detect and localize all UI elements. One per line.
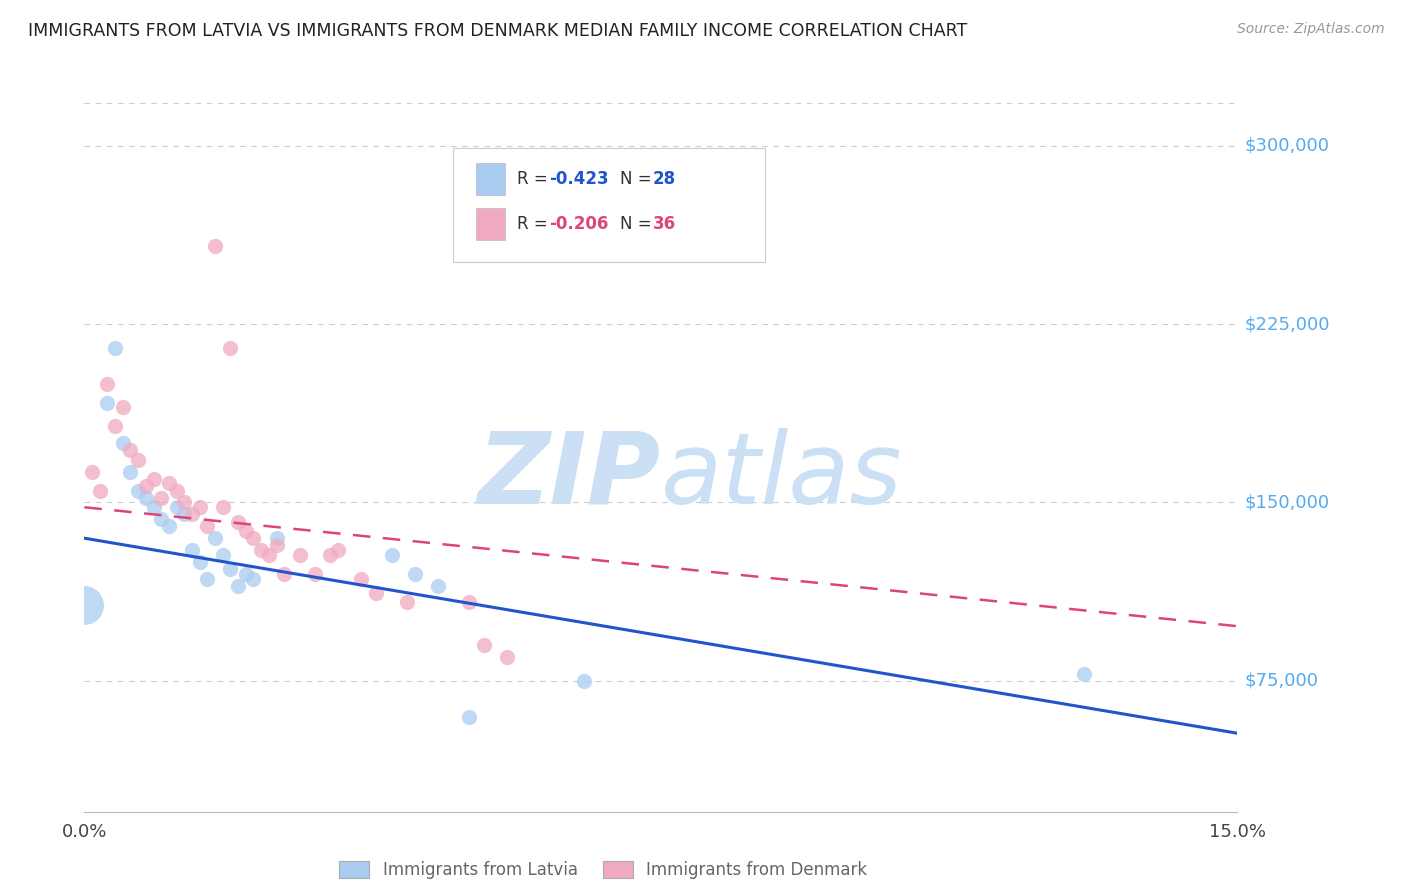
Point [472, 638, 495, 652]
Point [235, 566, 257, 581]
Text: Source: ZipAtlas.com: Source: ZipAtlas.com [1237, 22, 1385, 37]
Point [226, 515, 249, 529]
Point [120, 443, 142, 458]
Point [120, 465, 142, 479]
Point [211, 500, 233, 515]
Point [426, 579, 449, 593]
Point [266, 538, 288, 552]
Text: atlas: atlas [661, 428, 903, 524]
Point [195, 519, 218, 533]
Point [204, 531, 226, 545]
Point [1073, 666, 1095, 681]
Text: N =: N = [620, 215, 658, 233]
Point [381, 548, 404, 562]
Point [104, 419, 127, 434]
Point [188, 500, 211, 515]
Text: $225,000: $225,000 [1244, 315, 1330, 333]
Text: IMMIGRANTS FROM LATVIA VS IMMIGRANTS FROM DENMARK MEDIAN FAMILY INCOME CORRELATI: IMMIGRANTS FROM LATVIA VS IMMIGRANTS FRO… [28, 22, 967, 40]
Point [396, 595, 419, 609]
Point [350, 572, 373, 586]
Point [211, 548, 233, 562]
Point [142, 500, 165, 515]
Point [127, 483, 149, 498]
Text: R =: R = [517, 215, 553, 233]
Point [111, 436, 134, 450]
Point [219, 562, 242, 576]
Point [496, 650, 519, 665]
Point [242, 572, 264, 586]
Point [273, 566, 295, 581]
Point [135, 491, 157, 505]
Point [188, 555, 211, 569]
Point [257, 548, 280, 562]
Point [96, 395, 118, 409]
Bar [477, 163, 505, 195]
FancyBboxPatch shape [453, 148, 765, 262]
Point [219, 341, 242, 355]
Point [173, 508, 195, 522]
Point [142, 472, 165, 486]
Point [242, 531, 264, 545]
Point [326, 543, 349, 558]
Point [226, 579, 249, 593]
Point [150, 512, 173, 526]
Point [73, 598, 96, 612]
Text: -0.423: -0.423 [548, 170, 609, 188]
Text: 28: 28 [652, 170, 676, 188]
Legend: Immigrants from Latvia, Immigrants from Denmark: Immigrants from Latvia, Immigrants from … [329, 851, 877, 889]
Point [181, 508, 204, 522]
Point [127, 452, 149, 467]
Point [166, 500, 188, 515]
Point [572, 673, 595, 688]
Point [80, 465, 103, 479]
Bar [477, 208, 505, 240]
Text: $300,000: $300,000 [1244, 136, 1329, 154]
Point [135, 479, 157, 493]
Point [288, 548, 311, 562]
Text: ZIP: ZIP [478, 428, 661, 524]
Point [366, 586, 388, 600]
Text: R =: R = [517, 170, 553, 188]
Point [266, 531, 288, 545]
Point [96, 376, 118, 391]
Point [195, 572, 218, 586]
Point [204, 238, 226, 252]
Point [89, 483, 111, 498]
Point [111, 401, 134, 415]
Text: -0.206: -0.206 [548, 215, 609, 233]
Point [319, 548, 342, 562]
Point [173, 495, 195, 509]
Text: $150,000: $150,000 [1244, 493, 1330, 511]
Point [457, 709, 479, 723]
Text: N =: N = [620, 170, 658, 188]
Point [457, 595, 479, 609]
Text: 36: 36 [652, 215, 676, 233]
Text: $75,000: $75,000 [1244, 672, 1319, 690]
Point [181, 543, 204, 558]
Point [166, 483, 188, 498]
Point [250, 543, 273, 558]
Point [404, 566, 426, 581]
Point [150, 491, 173, 505]
Point [235, 524, 257, 538]
Point [157, 476, 180, 491]
Point [304, 566, 326, 581]
Point [157, 519, 180, 533]
Point [104, 341, 127, 355]
